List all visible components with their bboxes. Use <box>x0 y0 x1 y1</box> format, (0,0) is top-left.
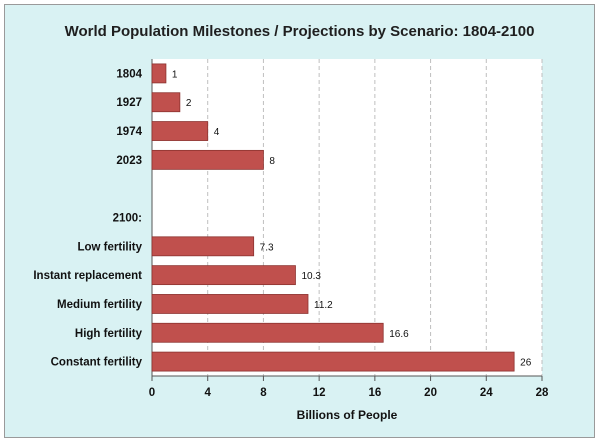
category-label: Low fertility <box>77 241 142 253</box>
data-label: 26 <box>520 358 532 369</box>
x-tick-label: 16 <box>368 387 381 399</box>
x-tick-label: 20 <box>424 387 437 399</box>
data-label: 11.2 <box>314 300 333 311</box>
data-label: 1 <box>172 69 178 80</box>
category-label: Instant replacement <box>33 270 142 282</box>
category-label: Constant fertility <box>51 357 143 369</box>
data-label: 16.6 <box>389 329 409 340</box>
bar <box>151 322 384 343</box>
bar <box>151 265 296 286</box>
data-label: 8 <box>269 156 275 167</box>
category-label: 1804 <box>116 68 142 80</box>
data-label: 7.3 <box>260 242 274 253</box>
chart-title: World Population Milestones / Projection… <box>64 23 535 40</box>
data-label: 10.3 <box>301 271 321 282</box>
bar <box>151 294 309 314</box>
data-label: 4 <box>214 127 220 138</box>
category-label: Medium fertility <box>57 299 143 311</box>
x-tick-label: 12 <box>313 387 326 399</box>
x-tick-label: 28 <box>536 387 549 399</box>
x-axis-title: Billions of People <box>297 408 398 422</box>
bar <box>151 149 264 170</box>
bar <box>151 121 209 141</box>
category-label: 2023 <box>116 155 142 167</box>
x-tick-label: 4 <box>205 387 212 399</box>
bar <box>151 92 181 113</box>
x-tick-label: 24 <box>480 387 493 399</box>
x-tick-label: 0 <box>149 387 155 399</box>
bar <box>151 236 255 257</box>
data-label: 2 <box>186 98 192 109</box>
bar <box>151 63 167 84</box>
category-label: 2100: <box>113 213 142 225</box>
bar <box>151 351 515 372</box>
category-label: High fertility <box>75 328 143 340</box>
category-label: 1974 <box>116 126 142 138</box>
category-label: 1927 <box>116 97 142 109</box>
x-tick-label: 8 <box>260 387 267 399</box>
